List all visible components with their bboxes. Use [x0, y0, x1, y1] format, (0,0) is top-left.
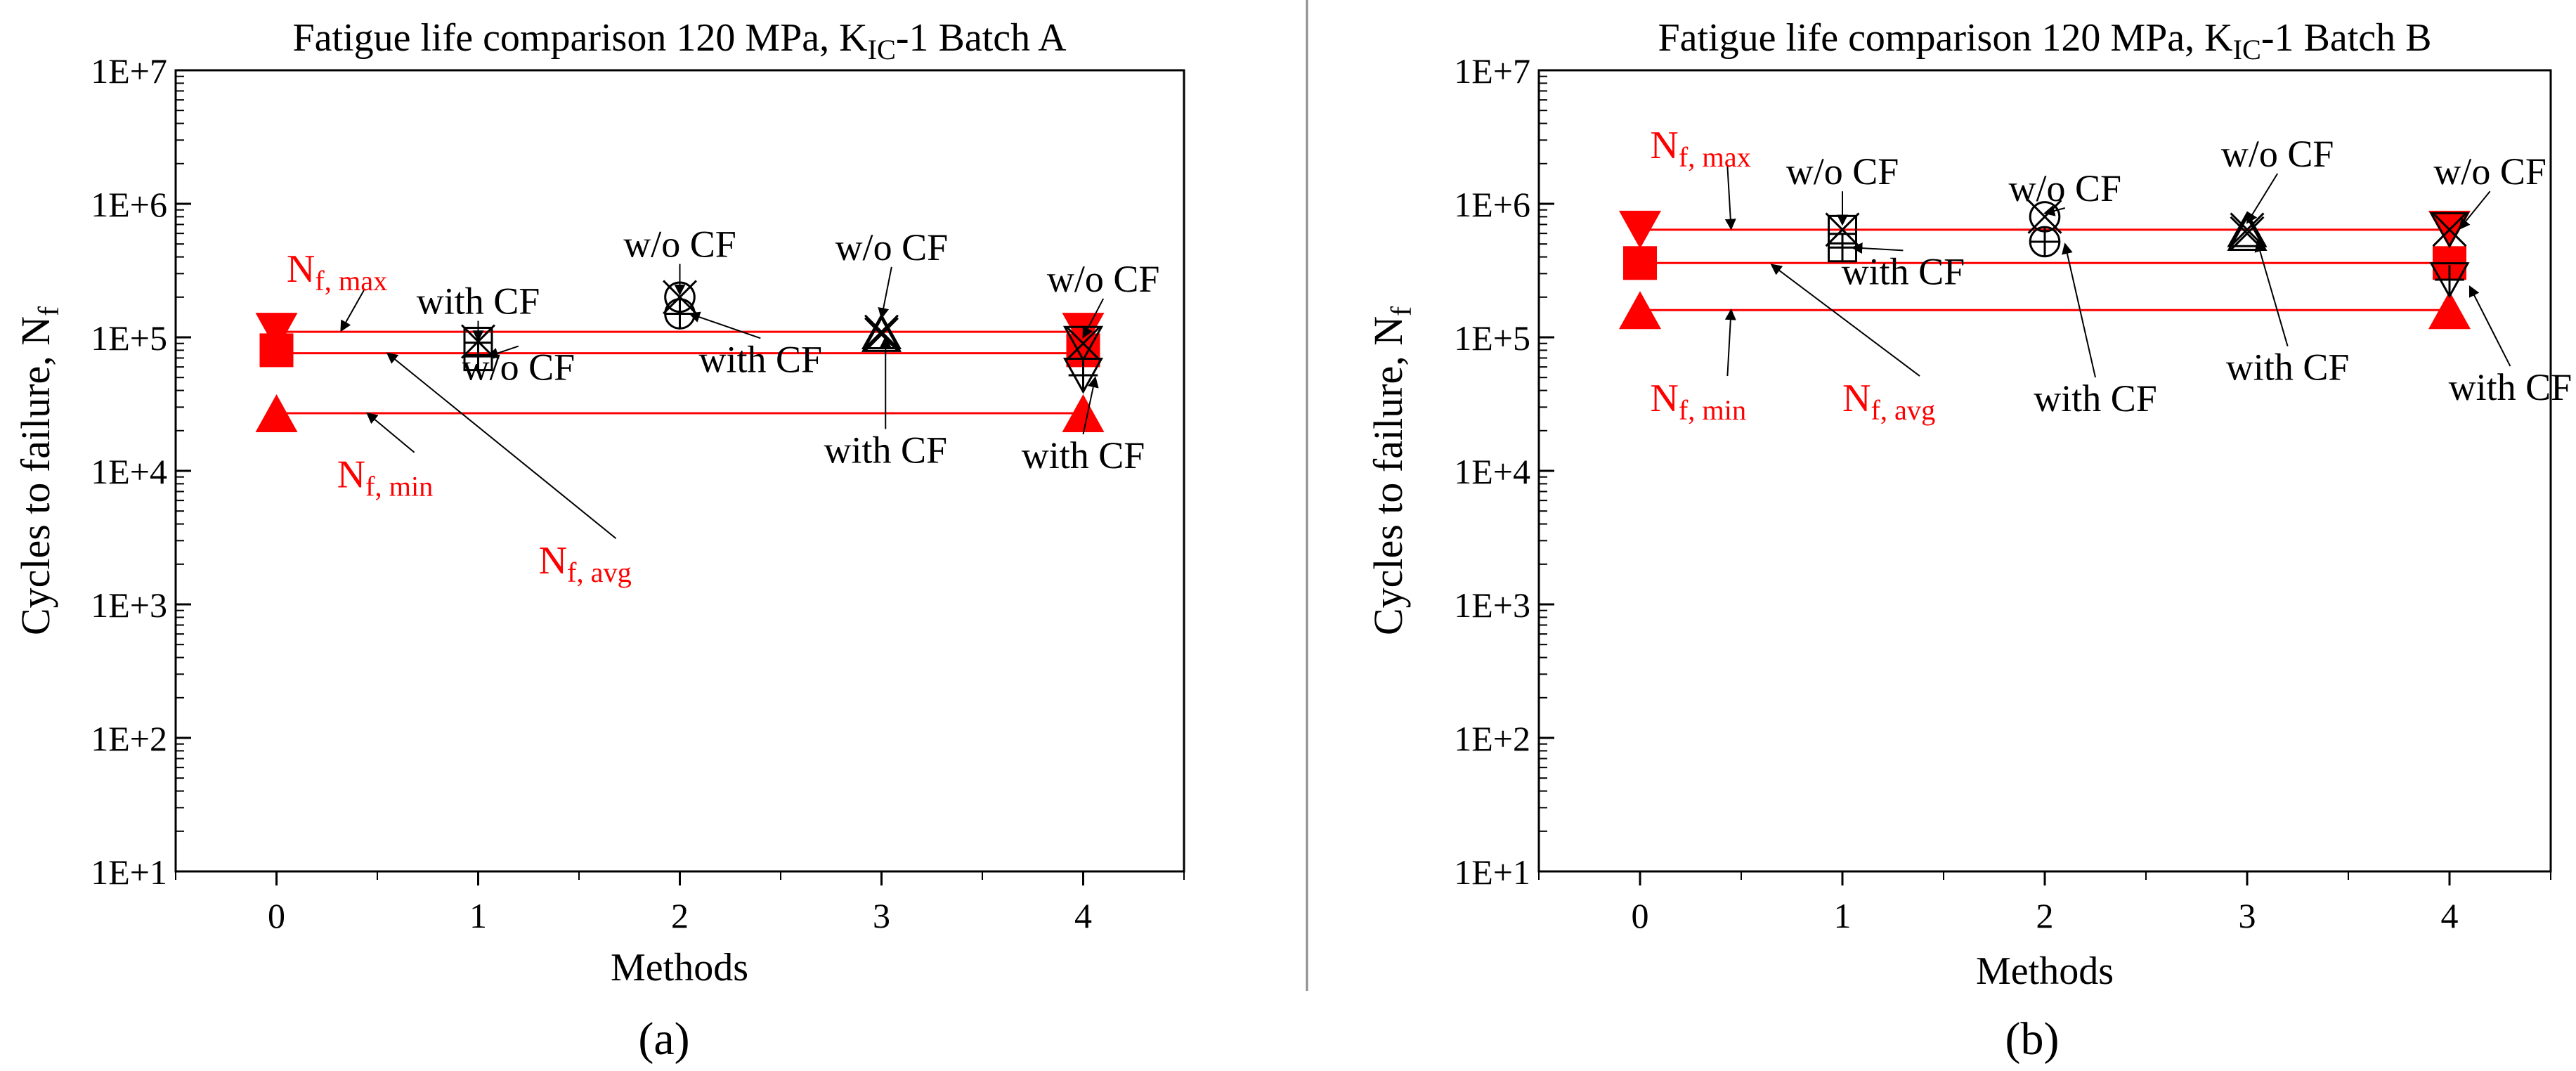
- annotation-label: w/o CF: [2221, 133, 2334, 175]
- data-point-triangle-x: [861, 313, 902, 350]
- reference-label-arrow: [1724, 166, 1736, 231]
- marker-cross: [2230, 212, 2265, 247]
- y-tick-label: 1E+3: [1454, 585, 1530, 625]
- y-tick-label: 1E+6: [1454, 185, 1530, 224]
- x-tick-label: 3: [873, 896, 890, 935]
- annotation-label: with CF: [2226, 346, 2350, 389]
- panel-a-label: (a): [638, 1013, 689, 1065]
- reference-marker-square: [259, 333, 294, 368]
- reference-label: Nf, min: [1650, 377, 1746, 426]
- reference-marker-square: [1623, 246, 1657, 280]
- reference-label-arrow: [1770, 264, 1920, 377]
- reference-label: Nf, avg: [539, 539, 632, 588]
- x-tick-label: 2: [2036, 896, 2054, 935]
- marker-cross: [2230, 216, 2265, 251]
- y-tick-label: 1E+6: [91, 185, 167, 224]
- x-axis-label: Methods: [611, 946, 748, 989]
- y-tick-label: 1E+4: [1454, 452, 1530, 491]
- reference-label: Nf, max: [287, 247, 387, 297]
- reference-marker-triangle-down: [1619, 210, 1661, 249]
- annotation-label: with CF: [1022, 434, 1145, 476]
- reference-label: Nf, avg: [1842, 377, 1935, 426]
- x-tick-label: 4: [2441, 896, 2459, 935]
- reference-marker-triangle-up: [2428, 291, 2471, 330]
- y-tick-label: 1E+7: [91, 51, 167, 91]
- reference-marker-triangle-down: [255, 313, 298, 351]
- annotation-label: w/o CF: [2433, 150, 2546, 193]
- reference-label-arrow: [340, 290, 365, 332]
- marker-cross: [864, 317, 899, 352]
- marker-cross: [1066, 326, 1100, 361]
- x-tick-label: 0: [1632, 896, 1649, 935]
- annotation-arrow: [688, 311, 761, 339]
- y-tick-label: 1E+1: [1454, 852, 1530, 892]
- y-tick-label: 1E+4: [91, 452, 167, 491]
- data-point-triangle-x: [2227, 211, 2268, 247]
- annotation-label: with CF: [699, 338, 823, 380]
- x-axis-label: Methods: [1976, 949, 2114, 993]
- marker-cross: [864, 314, 899, 349]
- marker-cross: [663, 280, 697, 315]
- y-tick-label: 1E+3: [91, 585, 167, 625]
- annotation-label: with CF: [2449, 366, 2572, 408]
- annotation-label: with CF: [1842, 250, 1965, 292]
- annotation-label: w/o CF: [1786, 150, 1899, 193]
- y-tick-label: 1E+5: [1454, 318, 1530, 358]
- annotation-label: w/o CF: [1047, 258, 1160, 300]
- x-tick-label: 1: [469, 896, 487, 935]
- reference-label-arrow: [386, 352, 617, 539]
- reference-label-arrow: [1724, 309, 1736, 377]
- x-tick-label: 4: [1074, 896, 1092, 935]
- marker-cross: [2027, 199, 2062, 234]
- x-tick-label: 1: [1834, 896, 1852, 935]
- x-tick-label: 0: [268, 896, 285, 935]
- data-point-triangle-x: [861, 316, 902, 352]
- annotation-arrow: [2043, 205, 2066, 216]
- reference-marker-triangle-up: [1062, 394, 1105, 433]
- x-tick-label: 3: [2239, 896, 2256, 935]
- annotation-arrow: [2468, 285, 2511, 367]
- chart-title: Fatigue life comparison 120 MPa, KIC-1 B…: [1658, 16, 2431, 65]
- annotation-arrow: [2254, 240, 2289, 346]
- reference-marker-triangle-up: [255, 394, 298, 433]
- chart-title: Fatigue life comparison 120 MPa, KIC-1 B…: [292, 16, 1067, 65]
- y-axis-label: Cycles to failure, Nf: [1365, 306, 1418, 635]
- annotation-arrow: [1082, 376, 1099, 435]
- annotation-label: with CF: [824, 429, 947, 471]
- annotation-arrow: [878, 266, 892, 320]
- reference-marker-triangle-up: [1619, 291, 1661, 330]
- y-tick-label: 1E+2: [91, 719, 167, 758]
- reference-label-arrow: [366, 412, 415, 453]
- annotation-arrow: [2062, 242, 2096, 378]
- chart-panel-b: Fatigue life comparison 120 MPa, KIC-1 B…: [1365, 16, 2572, 993]
- reference-label: Nf, min: [337, 453, 434, 502]
- annotation-label: with CF: [2034, 377, 2157, 420]
- x-tick-label: 2: [671, 896, 689, 935]
- annotation-label: w/o CF: [462, 346, 575, 389]
- y-tick-label: 1E+1: [91, 852, 167, 892]
- y-tick-label: 1E+5: [91, 318, 167, 358]
- annotation-arrow: [2459, 190, 2491, 231]
- data-point-triangle-x: [2227, 214, 2268, 252]
- annotation-arrow: [1082, 298, 1105, 339]
- data-point-triangle-down-x: [2429, 212, 2470, 249]
- annotation-label: w/o CF: [835, 226, 949, 268]
- y-axis-label: Cycles to failure, Nf: [13, 306, 65, 635]
- reference-label: Nf, max: [1650, 124, 1750, 173]
- panel-b-label: (b): [2005, 1013, 2060, 1065]
- annotation-arrow: [486, 345, 519, 359]
- chart-panel-a: Fatigue life comparison 120 MPa, KIC-1 B…: [13, 16, 1185, 989]
- marker-cross: [1825, 212, 1860, 247]
- annotation-arrow: [2246, 173, 2279, 224]
- annotation-label: w/o CF: [2009, 167, 2122, 209]
- y-tick-label: 1E+2: [1454, 719, 1530, 758]
- annotation-arrow: [1851, 242, 1904, 254]
- annotation-label: with CF: [417, 280, 540, 323]
- y-tick-label: 1E+7: [1454, 51, 1530, 91]
- annotation-label: w/o CF: [623, 223, 736, 266]
